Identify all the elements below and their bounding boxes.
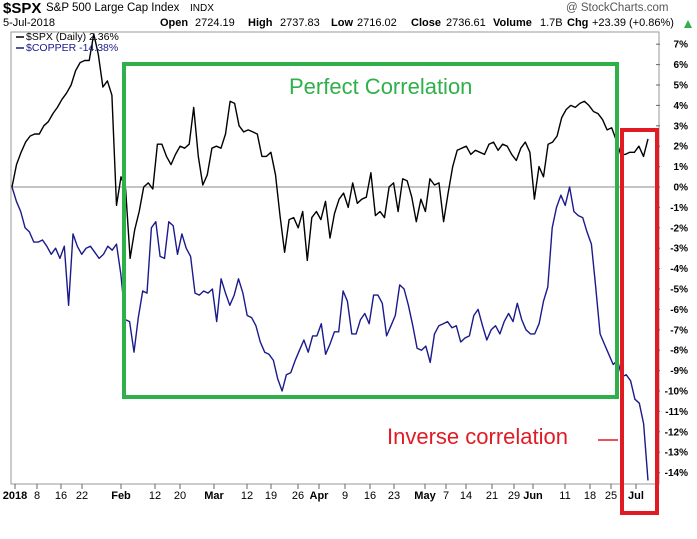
chg-label: Chg — [567, 17, 589, 29]
y-tick-label: -9% — [670, 366, 688, 377]
x-tick-label: 2018 — [3, 490, 27, 502]
y-tick-label: -1% — [670, 203, 688, 214]
x-tick-label: 20 — [174, 490, 186, 502]
x-tick-label: Apr — [310, 490, 330, 502]
y-tick-label: -4% — [670, 264, 688, 275]
exchange-label: INDX — [190, 3, 214, 14]
x-tick-label: Feb — [111, 490, 131, 502]
x-tick-label: 8 — [34, 490, 40, 502]
y-tick-label: -14% — [665, 468, 688, 479]
stockcharts-watermark: @ StockCharts.com — [566, 2, 669, 14]
high-label: High — [248, 17, 273, 29]
y-tick-label: -12% — [665, 427, 688, 438]
series-layer — [11, 33, 649, 481]
x-tick-label: 29 — [508, 490, 520, 502]
index-name: S&P 500 Large Cap Index — [46, 2, 180, 14]
x-tick-label: 22 — [76, 490, 88, 502]
y-tick-label: 4% — [674, 101, 689, 112]
x-tick-label: 16 — [364, 490, 376, 502]
x-tick-label: Mar — [204, 490, 224, 502]
y-tick-label: 0% — [674, 183, 689, 194]
low-value: 2716.02 — [357, 17, 397, 29]
y-tick-label: 6% — [674, 60, 689, 71]
x-tick-label: 14 — [460, 490, 472, 502]
x-tick-label: 23 — [388, 490, 400, 502]
header-row-1: $SPX S&P 500 Large Cap Index INDX @ Stoc… — [0, 0, 697, 17]
y-tick-label: -3% — [670, 244, 688, 255]
date-label: 5-Jul-2018 — [3, 17, 55, 29]
x-tick-label: 16 — [55, 490, 67, 502]
spx-line — [11, 33, 649, 262]
y-tick-label: -8% — [670, 346, 688, 357]
y-tick-label: -5% — [670, 285, 688, 296]
legend-copper-label: $COPPER -14.38% — [26, 42, 118, 54]
chg-value: +23.39 (+0.86%) — [592, 17, 674, 29]
copper-line — [11, 186, 649, 481]
y-tick-label: -7% — [670, 325, 688, 336]
high-value: 2737.83 — [280, 17, 320, 29]
x-tick-label: 18 — [584, 490, 596, 502]
close-value: 2736.61 — [446, 17, 486, 29]
x-tick-label: Jul — [628, 490, 644, 502]
y-tick-label: -11% — [665, 407, 688, 418]
close-label: Close — [411, 17, 441, 29]
y-tick-label: 1% — [674, 162, 689, 173]
x-tick-label: 12 — [241, 490, 253, 502]
x-tick-label: Jun — [523, 490, 543, 502]
plot-frame — [10, 31, 660, 485]
x-tick-label: 21 — [486, 490, 498, 502]
y-tick-label: 3% — [674, 121, 689, 132]
legend-spx-label: $SPX (Daily) 2.36% — [26, 31, 119, 43]
perfect-correlation-box — [122, 62, 619, 399]
y-tick-label: 7% — [674, 40, 689, 51]
symbol-label: $SPX — [3, 0, 42, 17]
volume-value: 1.7B — [540, 17, 563, 29]
x-tick-label: 11 — [559, 490, 570, 502]
open-label: Open — [160, 17, 189, 29]
y-tick-label: -6% — [670, 305, 688, 316]
x-tick-label: 12 — [149, 490, 161, 502]
perfect-correlation-label: Perfect Correlation — [289, 74, 472, 99]
y-axis: 7% 6% 5% 4% 3% 2% 1% 0% -1% -2% -3% -4% -5% -6% -7% -8%… — [656, 40, 688, 479]
y-tick-label: -2% — [670, 223, 688, 234]
x-tick-label: 25 — [605, 490, 617, 502]
x-tick-label: 7 — [443, 490, 449, 502]
y-tick-label: 2% — [674, 142, 689, 153]
x-tick-label: May — [414, 490, 436, 502]
legend: $SPX (Daily) 2.36% $COPPER -14.38% — [16, 31, 119, 54]
x-tick-label: 9 — [342, 490, 348, 502]
low-label: Low — [331, 17, 353, 29]
volume-label: Volume — [493, 17, 532, 29]
x-tick-label: 19 — [265, 490, 277, 502]
header-row-2: 5-Jul-2018 Open 2724.19 High 2737.83 Low… — [0, 16, 697, 32]
y-tick-label: -10% — [665, 387, 688, 398]
x-axis: 2018 8 16 22 Feb 12 20 Mar 12 19 26 Apr 9 16 23 May 7 14 2… — [3, 484, 644, 502]
x-tick-label: 26 — [292, 490, 304, 502]
y-tick-label: -13% — [665, 448, 688, 459]
inverse-correlation-label: Inverse correlation — [387, 424, 568, 449]
inverse-correlation-box — [620, 128, 659, 515]
open-value: 2724.19 — [195, 17, 235, 29]
y-tick-label: 5% — [674, 81, 689, 92]
triangle-up-icon — [684, 20, 692, 28]
